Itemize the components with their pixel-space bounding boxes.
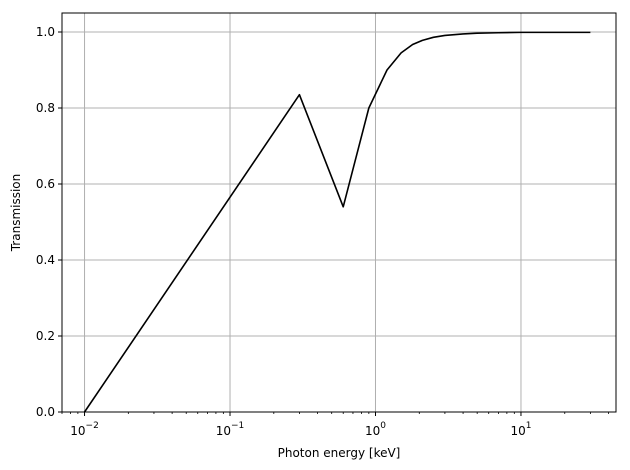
x-axis-label: Photon energy [keV]	[278, 446, 401, 460]
ticks-layer: 0.0 0.2 0.4 0.6 0.8 1.0 10−2 10−1 100 101	[36, 25, 609, 438]
x-tick-label: 101	[510, 421, 531, 438]
series-layer	[83, 31, 591, 413]
x-tick-label: 10−1	[216, 421, 245, 438]
plot-frame	[61, 12, 617, 413]
y-tick-label: 0.4	[36, 253, 55, 267]
y-axis-label: Transmission	[9, 174, 23, 253]
x-tick-label: 100	[365, 421, 386, 438]
y-tick-label: 0.6	[36, 177, 55, 191]
y-tick-label: 0.8	[36, 101, 55, 115]
x-tick-label: 10−2	[70, 421, 99, 438]
y-tick-label: 1.0	[36, 25, 55, 39]
grid-layer	[62, 13, 616, 413]
transmission-line	[83, 31, 591, 413]
y-tick-label: 0.2	[36, 329, 55, 343]
y-tick-label: 0.0	[36, 405, 55, 419]
